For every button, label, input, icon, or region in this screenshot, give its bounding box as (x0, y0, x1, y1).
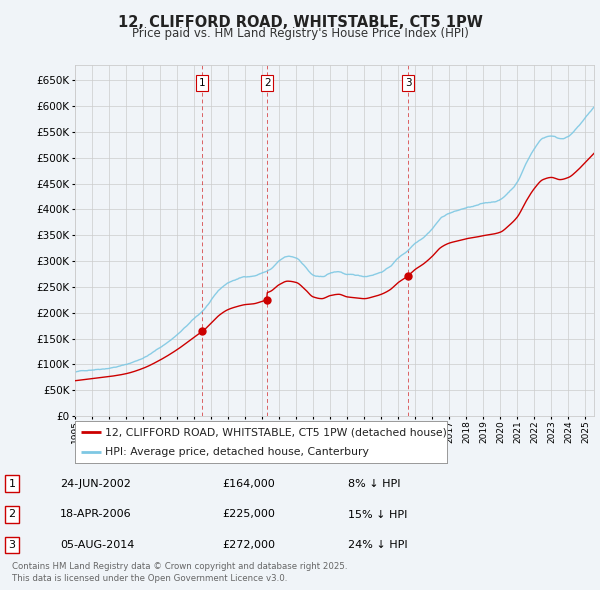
Text: 2: 2 (8, 510, 16, 519)
Text: 2: 2 (264, 78, 271, 88)
Text: 24% ↓ HPI: 24% ↓ HPI (348, 540, 407, 550)
Text: 15% ↓ HPI: 15% ↓ HPI (348, 510, 407, 519)
Text: Price paid vs. HM Land Registry's House Price Index (HPI): Price paid vs. HM Land Registry's House … (131, 27, 469, 40)
Text: 8% ↓ HPI: 8% ↓ HPI (348, 479, 401, 489)
Text: 3: 3 (8, 540, 16, 550)
Text: £225,000: £225,000 (222, 510, 275, 519)
Text: 12, CLIFFORD ROAD, WHITSTABLE, CT5 1PW (detached house): 12, CLIFFORD ROAD, WHITSTABLE, CT5 1PW (… (105, 427, 446, 437)
Text: HPI: Average price, detached house, Canterbury: HPI: Average price, detached house, Cant… (105, 447, 368, 457)
Text: £164,000: £164,000 (222, 479, 275, 489)
Text: 12, CLIFFORD ROAD, WHITSTABLE, CT5 1PW: 12, CLIFFORD ROAD, WHITSTABLE, CT5 1PW (118, 15, 482, 30)
Text: Contains HM Land Registry data © Crown copyright and database right 2025.
This d: Contains HM Land Registry data © Crown c… (12, 562, 347, 583)
Text: 05-AUG-2014: 05-AUG-2014 (60, 540, 134, 550)
Text: 1: 1 (8, 479, 16, 489)
Text: 1: 1 (199, 78, 206, 88)
Text: £272,000: £272,000 (222, 540, 275, 550)
Text: 18-APR-2006: 18-APR-2006 (60, 510, 131, 519)
Text: 3: 3 (405, 78, 412, 88)
Text: 24-JUN-2002: 24-JUN-2002 (60, 479, 131, 489)
